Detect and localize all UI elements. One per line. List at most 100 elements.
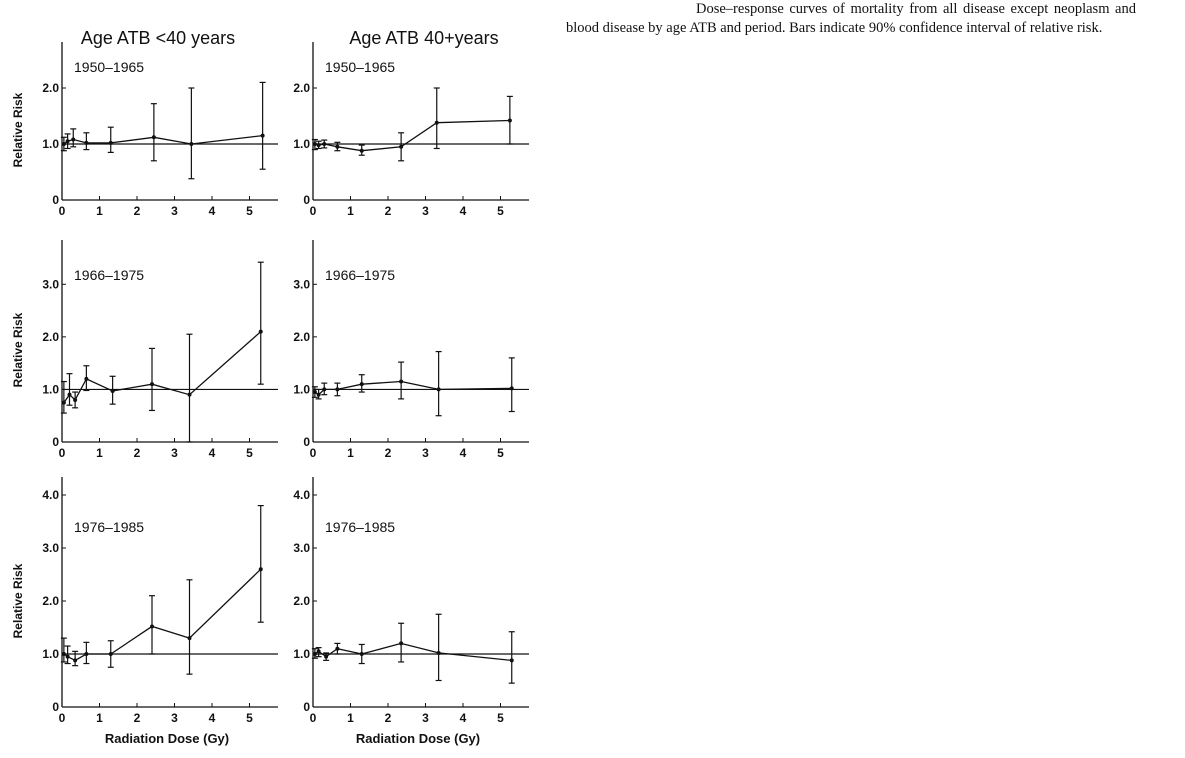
panel-0-1-xtick-label: 1 — [347, 204, 354, 218]
panel-2-0-y-axis-label: Relative Risk — [11, 563, 25, 638]
panel-2-0-ytick-label: 3.0 — [42, 541, 59, 555]
panel-1-0-data-point — [73, 397, 78, 402]
panel-1-0-xtick-label: 1 — [96, 446, 103, 460]
panel-0-1-data-point — [316, 143, 321, 148]
panel-1-1-xtick-label: 3 — [422, 446, 429, 460]
panel-2-0-data-point — [108, 652, 113, 656]
panel-1-1-ytick-label: 2.0 — [293, 330, 310, 344]
panel-2-1-ytick-label: 1.0 — [293, 647, 310, 661]
panel-1-1-series-line — [314, 380, 512, 396]
panel-0-0-period-label: 1950–1965 — [74, 59, 144, 75]
panel-2-0-data-point — [187, 636, 192, 641]
panel-1-0-data-point — [110, 389, 115, 394]
panel-2-1-data-point — [335, 646, 340, 651]
panel-0-0-xtick-label: 3 — [171, 204, 178, 218]
panel-2-1-ytick-label: 0 — [303, 700, 310, 714]
panel-0-1-ytick-label: 0 — [303, 193, 310, 207]
panel-1-0-data-point — [150, 382, 154, 387]
panel-1-1-data-point — [335, 387, 340, 392]
panel-1-1-xtick-label: 0 — [310, 446, 317, 460]
panel-1-0-ytick-label: 1.0 — [42, 382, 59, 396]
panel-2-0-data-point — [61, 652, 66, 656]
panel-2-0-data-point — [84, 652, 89, 656]
panel-0-1-xtick-label: 3 — [422, 204, 429, 218]
panel-1-1-xtick-label: 4 — [460, 446, 467, 460]
column-title-left: Age ATB <40 years — [81, 28, 235, 48]
panel-2-1-xtick-label: 5 — [497, 711, 504, 725]
panel-1-1-xtick-label: 5 — [497, 446, 504, 460]
panel-2-1-series-line — [314, 642, 512, 662]
panel-0-0-series-line — [63, 134, 263, 145]
panel-0-0-xtick-label: 4 — [209, 204, 216, 218]
panel-0-0-data-point — [151, 135, 156, 140]
panel-0-0-data-point — [61, 142, 66, 146]
panel-1-0-ytick-label: 3.0 — [42, 277, 59, 291]
panel-1-0-data-point — [258, 329, 263, 334]
panel-0-0-ytick-label: 1.0 — [42, 137, 59, 151]
panel-2-0-xtick-label: 1 — [96, 711, 103, 725]
chart-grid: Age ATB <40 years Age ATB 40+years 0 1.0 2… — [11, 28, 529, 746]
figure-caption: Dose–response curves of mortality from a… — [566, 1, 1136, 36]
panel-0-0-xtick-label: 5 — [246, 204, 253, 218]
panel-2-1-ytick-label: 3.0 — [293, 541, 310, 555]
panel-2-0-ytick-label: 1.0 — [42, 647, 59, 661]
panel-0-1-data-point — [399, 144, 404, 149]
panel-2-0-x-axis-label: Radiation Dose (Gy) — [105, 731, 229, 746]
panel-1-1-period-label: 1966–1975 — [325, 267, 395, 283]
panel-0-1-data-point — [507, 118, 512, 123]
panel-1-0-data-point — [187, 392, 192, 397]
panel-1-1-ytick-label: 3.0 — [293, 277, 310, 291]
panel-0-1-xtick-label: 5 — [497, 204, 504, 218]
panel-0-0-data-point — [260, 133, 265, 138]
panel-2-0-data-point — [65, 654, 70, 659]
panel-1-1-data-point — [322, 387, 327, 392]
panel-2-1-data-point — [316, 649, 321, 654]
panel-1-1-data-point — [509, 386, 514, 391]
panel-1-0-xtick-label: 2 — [134, 446, 141, 460]
panel-2-0-ytick-label: 0 — [52, 700, 59, 714]
panel-2-1-data-point — [399, 641, 404, 646]
panel-2-1-data-point — [312, 652, 317, 656]
panel-2-0-xtick-label: 5 — [246, 711, 253, 725]
panel-1-1-data-point — [359, 382, 364, 387]
panel-2-1-data-point — [324, 654, 329, 659]
panel-0-0-data-point — [189, 142, 194, 146]
panel-0-0-data-point — [65, 139, 70, 144]
panel-1-0-xtick-label: 5 — [246, 446, 253, 460]
panel-0-0-xtick-label: 1 — [96, 204, 103, 218]
panel-2-1-xtick-label: 0 — [310, 711, 317, 725]
panel-0-0-data-point — [108, 140, 113, 145]
panel-0-1-xtick-label: 4 — [460, 204, 467, 218]
panel-1-1-xtick-label: 2 — [385, 446, 392, 460]
panel-0-0-ytick-label: 0 — [52, 193, 59, 207]
panel-1-1-data-point — [316, 392, 321, 397]
panel-1-1-ytick-label: 1.0 — [293, 382, 310, 396]
panel-2-1-data-point — [436, 650, 441, 655]
panel-2-0-xtick-label: 2 — [134, 711, 141, 725]
panel-1-1-xtick-label: 1 — [347, 446, 354, 460]
panel-2-0-data-point — [73, 658, 78, 663]
panel-1-0-data-point — [84, 376, 89, 381]
panel-2-0-data-point — [258, 567, 263, 572]
panel-0-1-ytick-label: 2.0 — [293, 81, 310, 95]
panel-0-1-data-point — [312, 142, 317, 146]
panel-1-0-data-point — [61, 400, 66, 405]
panel-2-0-period-label: 1976–1985 — [74, 519, 144, 535]
panel-1-1-data-point — [312, 390, 317, 395]
panel-2-1-xtick-label: 1 — [347, 711, 354, 725]
panel-2-1-data-point — [359, 652, 364, 656]
panel-2-1-xtick-label: 2 — [385, 711, 392, 725]
column-title-right: Age ATB 40+years — [349, 28, 498, 48]
panel-1-0-xtick-label: 4 — [209, 446, 216, 460]
panel-0-0-xtick-label: 0 — [59, 204, 66, 218]
panel-2-1-xtick-label: 3 — [422, 711, 429, 725]
panel-0-0-ytick-label: 2.0 — [42, 81, 59, 95]
panel-2-1-xtick-label: 4 — [460, 711, 467, 725]
panel-1-0-xtick-label: 3 — [171, 446, 178, 460]
panel-0-1-series-line — [314, 119, 510, 152]
panel-0-0-data-point — [84, 140, 89, 145]
panel-2-0-xtick-label: 3 — [171, 711, 178, 725]
panel-0-0-xtick-label: 2 — [134, 204, 141, 218]
panel-0-1-data-point — [322, 142, 327, 146]
panel-0-1-xtick-label: 2 — [385, 204, 392, 218]
